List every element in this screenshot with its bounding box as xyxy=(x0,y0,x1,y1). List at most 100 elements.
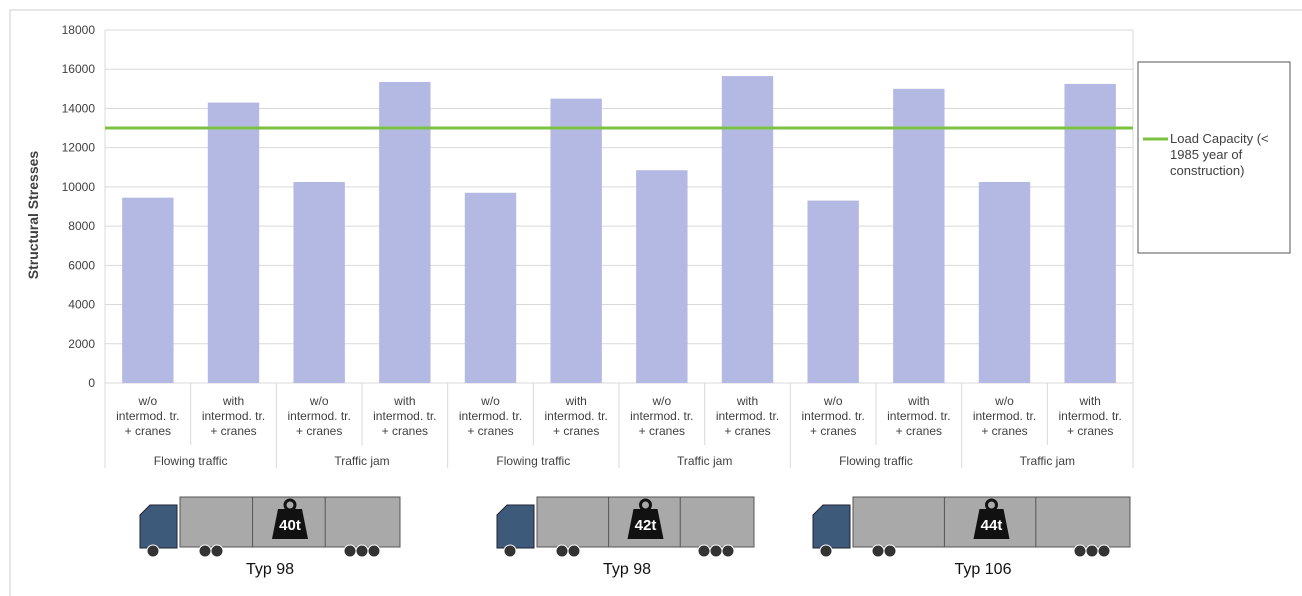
cab xyxy=(812,504,851,549)
wheel xyxy=(1085,544,1099,558)
x-tick-label: + cranes xyxy=(553,424,599,438)
x-tick-label: intermod. tr. xyxy=(716,409,779,423)
x-tick-label: with xyxy=(736,394,758,408)
truck-illustration xyxy=(496,496,755,558)
wheel xyxy=(721,544,735,558)
wheel xyxy=(210,544,224,558)
x-tick-label: with xyxy=(907,394,929,408)
group-label: Traffic jam xyxy=(334,454,389,468)
y-tick-label: 6000 xyxy=(68,258,95,272)
bar xyxy=(379,81,431,383)
y-tick-label: 16000 xyxy=(62,62,96,76)
x-tick-label: + cranes xyxy=(639,424,685,438)
x-tick-label: intermod. tr. xyxy=(287,409,350,423)
weight-icon xyxy=(973,509,1010,539)
bar xyxy=(636,170,688,383)
truck-weight: 40t xyxy=(279,517,301,534)
x-tick-label: intermod. tr. xyxy=(1058,409,1121,423)
wheel xyxy=(697,544,711,558)
x-tick-label: + cranes xyxy=(810,424,856,438)
cab xyxy=(496,504,535,549)
wheel xyxy=(567,544,581,558)
x-tick-label: w/o xyxy=(309,394,329,408)
group-label: Flowing traffic xyxy=(839,454,913,468)
x-tick-label: + cranes xyxy=(210,424,256,438)
truck-weight: 42t xyxy=(635,517,657,534)
frame xyxy=(9,9,1302,596)
x-tick-label: with xyxy=(564,394,586,408)
truck-type: Typ 98 xyxy=(246,561,294,578)
x-tick-label: intermod. tr. xyxy=(202,409,265,423)
x-tick-label: w/o xyxy=(137,394,157,408)
bar xyxy=(807,200,859,383)
x-tick-label: with xyxy=(393,394,415,408)
y-axis-label: Structural Stresses xyxy=(25,151,41,280)
y-tick-label: 4000 xyxy=(68,298,95,312)
x-tick-label: intermod. tr. xyxy=(630,409,693,423)
wheel xyxy=(709,544,723,558)
x-tick-label: + cranes xyxy=(467,424,513,438)
x-tick-label: intermod. tr. xyxy=(116,409,179,423)
x-tick-label: intermod. tr. xyxy=(973,409,1036,423)
y-tick-label: 18000 xyxy=(62,23,96,37)
wheel xyxy=(355,544,369,558)
wheel xyxy=(503,544,517,558)
wheel xyxy=(883,544,897,558)
x-tick-label: w/o xyxy=(651,394,671,408)
x-tick-label: with xyxy=(1078,394,1100,408)
x-tick-label: w/o xyxy=(480,394,500,408)
group-label: Traffic jam xyxy=(1020,454,1075,468)
x-tick-label: + cranes xyxy=(382,424,428,438)
weight-handle xyxy=(283,498,297,512)
wheel xyxy=(819,544,833,558)
bar xyxy=(464,192,517,383)
truck-type: Typ 98 xyxy=(603,561,651,578)
wheel xyxy=(343,544,357,558)
wheel xyxy=(198,544,212,558)
weight-handle xyxy=(985,498,998,512)
y-tick-label: 0 xyxy=(88,376,95,390)
y-tick-label: 12000 xyxy=(62,141,96,155)
bar xyxy=(122,197,174,383)
bar xyxy=(978,181,1031,383)
wheel xyxy=(555,544,569,558)
x-tick-label: + cranes xyxy=(724,424,770,438)
weight-icon xyxy=(627,509,664,539)
x-tick-label: + cranes xyxy=(125,424,171,438)
bar xyxy=(207,102,260,384)
x-tick-label: intermod. tr. xyxy=(459,409,522,423)
wheel xyxy=(1073,544,1087,558)
x-tick-label: + cranes xyxy=(896,424,942,438)
bar xyxy=(721,76,774,383)
y-tick-label: 8000 xyxy=(68,219,95,233)
y-tick-label: 14000 xyxy=(62,101,96,115)
bar xyxy=(550,98,602,383)
x-tick-label: with xyxy=(222,394,244,408)
truck-illustration xyxy=(812,496,1131,558)
bar xyxy=(1064,83,1116,384)
y-tick-label: 10000 xyxy=(62,180,96,194)
weight-icon xyxy=(272,509,308,539)
bar xyxy=(893,88,945,383)
group-label: Flowing traffic xyxy=(154,454,228,468)
y-tick-label: 2000 xyxy=(68,337,95,351)
wheel xyxy=(146,544,160,558)
x-tick-label: + cranes xyxy=(296,424,342,438)
legend-label: Load Capacity (< 1985 year of constructi… xyxy=(1170,131,1269,178)
x-tick-label: + cranes xyxy=(981,424,1027,438)
legend-box xyxy=(1137,61,1291,254)
x-tick-label: intermod. tr. xyxy=(887,409,950,423)
wheel xyxy=(367,544,381,558)
wheel xyxy=(1097,544,1111,558)
group-label: Flowing traffic xyxy=(496,454,570,468)
weight-handle xyxy=(639,498,652,512)
wheel xyxy=(871,544,885,558)
truck-weight: 44t xyxy=(981,517,1003,534)
x-tick-label: w/o xyxy=(994,394,1014,408)
truck-type: Typ 106 xyxy=(955,561,1012,578)
x-tick-label: intermod. tr. xyxy=(801,409,864,423)
x-tick-label: intermod. tr. xyxy=(544,409,607,423)
group-label: Traffic jam xyxy=(677,454,732,468)
